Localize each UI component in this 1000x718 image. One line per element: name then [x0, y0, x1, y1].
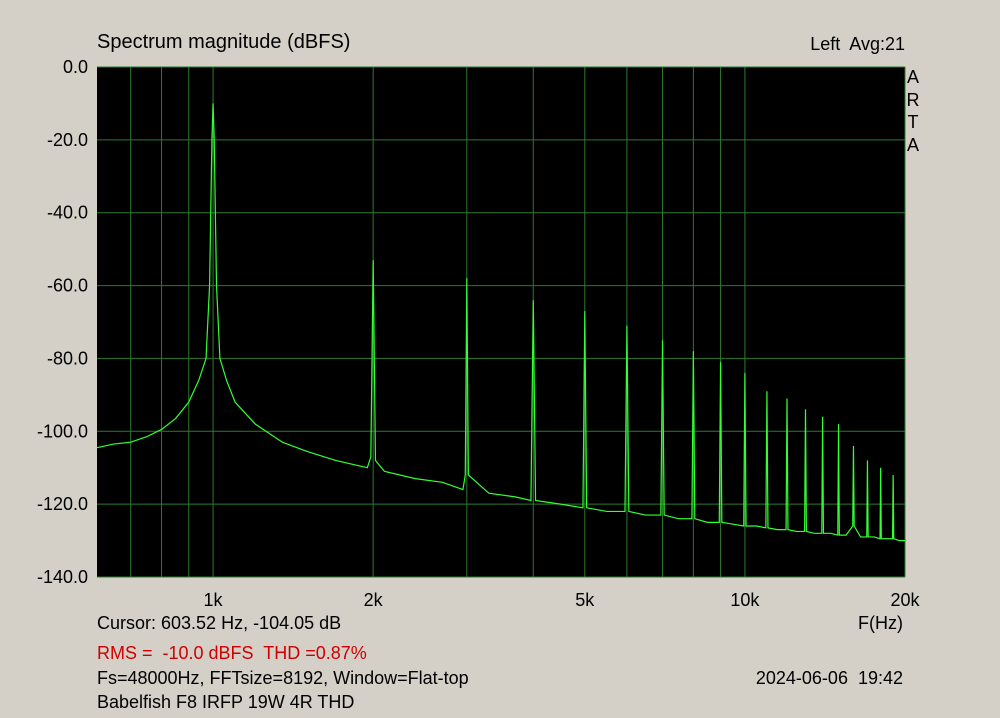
x-tick-label: 2k [364, 590, 384, 610]
timestamp: 2024-06-06 19:42 [756, 668, 903, 688]
y-tick-label: -80.0 [47, 348, 88, 368]
measurement: RMS = -10.0 dBFS THD =0.87% [97, 643, 367, 663]
y-tick-label: -120.0 [37, 494, 88, 514]
x-tick-label: 5k [575, 590, 595, 610]
plot [96, 103, 905, 542]
x-tick-label: 10k [730, 590, 760, 610]
settings-info: Fs=48000Hz, FFTsize=8192, Window=Flat-to… [97, 668, 469, 688]
plot-area [97, 67, 905, 577]
y-tick-label: -20.0 [47, 130, 88, 150]
cursor-info: Cursor: 603.52 Hz, -104.05 dB [97, 613, 341, 633]
chart-title: Spectrum magnitude (dBFS) [97, 31, 350, 53]
y-tick-label: -100.0 [37, 421, 88, 441]
y-tick-label: -140.0 [37, 567, 88, 587]
x-tick-label: 1k [204, 590, 224, 610]
ticks: 0.0 -20.0 -40.0 -60.0 -80.0 -100.0 -120.0 -140.… [37, 57, 921, 610]
y-tick-label: 0.0 [63, 57, 88, 77]
channel-info: Left Avg:21 [810, 34, 905, 54]
y-tick-label: -40.0 [47, 203, 88, 223]
note: Babelfish F8 IRFP 19W 4R THD [97, 692, 354, 712]
x-tick-label: 20k [890, 590, 920, 610]
y-tick-label: -60.0 [47, 276, 88, 296]
x-axis-label: F(Hz) [858, 613, 903, 633]
spectrum-line [96, 103, 905, 542]
watermark: ARTA [906, 67, 920, 155]
